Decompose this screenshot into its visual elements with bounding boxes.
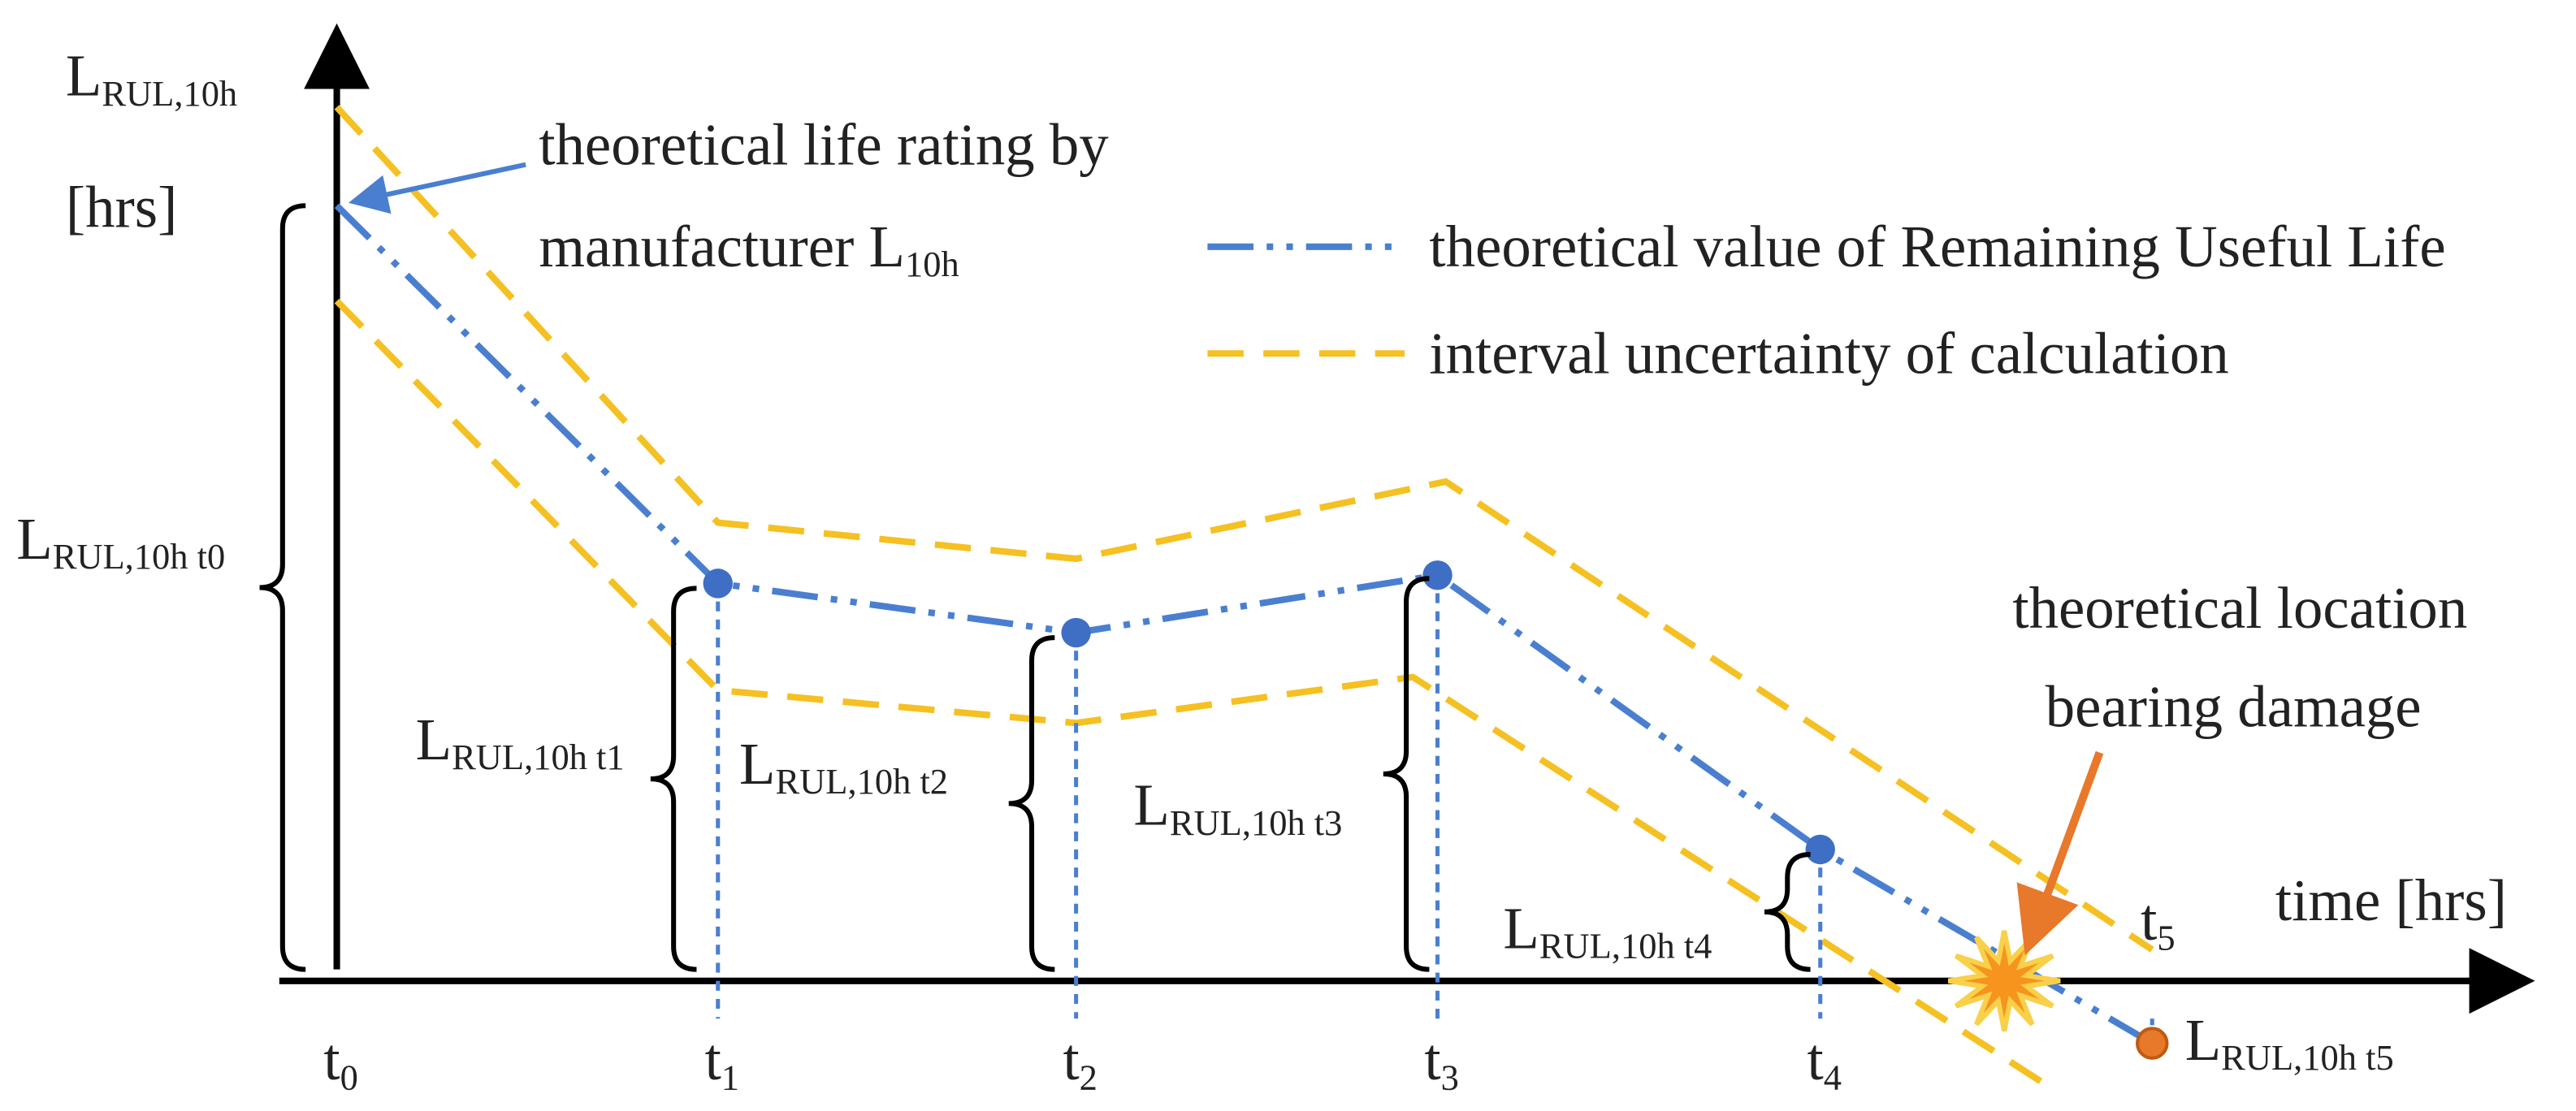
- x-axis-label: time [hrs]: [2275, 867, 2507, 933]
- tick-label-sub: 2: [1080, 1057, 1098, 1097]
- rul-label-sub: RUL,10h t2: [776, 761, 949, 802]
- y-axis-label-sub: RUL,10h: [102, 73, 237, 114]
- brace: [650, 586, 697, 972]
- rul-line: [334, 203, 2154, 1047]
- life-rating-sub: 10h: [905, 244, 959, 284]
- tick-label-main: t: [705, 1027, 721, 1092]
- tick-label-main: t: [1808, 1027, 1824, 1092]
- tick-label-sub: 5: [2157, 917, 2175, 958]
- rul-label-main: L: [2185, 1007, 2221, 1073]
- damage-arrow: [2016, 750, 2104, 956]
- life-rating: manufacturer L10h: [539, 214, 959, 284]
- rul-point: [1422, 560, 1453, 590]
- rul-point: [1061, 617, 1091, 648]
- rul-label-sub: RUL,10h t0: [53, 536, 226, 577]
- rul-label-main: L: [739, 731, 775, 797]
- rul-label: LRUL,10h t0: [16, 506, 225, 577]
- tick-label-main: t: [2141, 887, 2157, 953]
- legend-label: theoretical value of Remaining Useful Li…: [1429, 214, 2445, 279]
- rul-label-main: L: [1133, 772, 1169, 838]
- tick-label: t1: [705, 1027, 739, 1097]
- rul-label-sub: RUL,10h t4: [1539, 925, 1712, 966]
- damage-label: bearing damage: [2046, 673, 2422, 739]
- rul-label-sub: RUL,10h t5: [2221, 1037, 2394, 1078]
- drawing: [259, 105, 2169, 1087]
- rul-label: LRUL,10h t2: [739, 731, 948, 802]
- tick-label: t2: [1063, 1027, 1097, 1097]
- tick-label-sub: 4: [1824, 1057, 1842, 1097]
- legend-label: interval uncertainty of calculation: [1429, 321, 2228, 387]
- life-rating-main: manufacturer L: [539, 214, 905, 279]
- uncertainty-upper: [334, 105, 2154, 953]
- rul-label-main: L: [416, 707, 452, 772]
- tick-label-sub: 0: [340, 1057, 358, 1097]
- tick-label: t0: [323, 1027, 357, 1097]
- y-axis-label: LRUL,10h: [66, 43, 237, 114]
- rul-label-main: L: [1503, 895, 1539, 961]
- damage-star: [1947, 930, 2061, 1032]
- rul-point: [1805, 834, 1835, 865]
- brace: [1383, 576, 1430, 972]
- end-point: [2136, 1027, 2169, 1060]
- rul-label-sub: RUL,10h t1: [452, 737, 625, 777]
- y-axis-label-main: L: [66, 43, 102, 109]
- rul-label: LRUL,10h t3: [1133, 772, 1342, 843]
- brace: [1008, 635, 1055, 972]
- rul-label-main: L: [16, 506, 52, 572]
- tick-label: t5: [2141, 887, 2175, 958]
- tick-label-main: t: [1424, 1027, 1440, 1092]
- uncertainty-lower: [334, 298, 2047, 1087]
- rul-label-sub: RUL,10h t3: [1170, 802, 1343, 843]
- tick-label-main: t: [323, 1027, 340, 1092]
- rul-label: LRUL,10h t1: [416, 707, 625, 777]
- damage-label: theoretical location: [2012, 575, 2467, 641]
- rul-label: LRUL,10h t5: [2185, 1007, 2394, 1078]
- brace: [1764, 852, 1811, 972]
- rul-label: LRUL,10h t4: [1503, 895, 1712, 966]
- life-arrow: [349, 162, 526, 214]
- tick-label-sub: 3: [1441, 1057, 1459, 1097]
- tick-label: t4: [1808, 1027, 1842, 1097]
- tick-label-sub: 1: [721, 1057, 739, 1097]
- brace: [259, 203, 306, 972]
- tick-label-main: t: [1063, 1027, 1079, 1092]
- rul-point: [703, 568, 733, 599]
- tick-label: t3: [1424, 1027, 1458, 1097]
- axes: [279, 23, 2535, 1014]
- y-unit: [hrs]: [66, 175, 177, 240]
- life-rating: theoretical life rating by: [539, 112, 1109, 178]
- labels: theoretical value of Remaining Useful Li…: [16, 43, 2507, 1098]
